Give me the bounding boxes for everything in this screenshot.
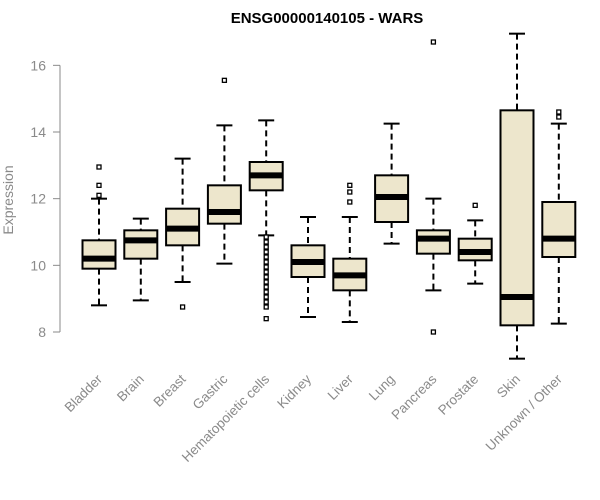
box-prostate [457, 202, 493, 285]
outlier-point [263, 264, 269, 270]
outlier-point [221, 77, 228, 83]
iqr-box [123, 229, 159, 260]
y-tick-label: 12 [30, 191, 46, 207]
outlier-point [556, 109, 562, 115]
outlier-point [263, 316, 269, 322]
outlier-point [556, 114, 562, 120]
x-tick-label: Lung [366, 372, 398, 404]
x-tick-label: Kidney [274, 371, 314, 411]
iqr-box [541, 201, 577, 258]
outlier-point [347, 182, 353, 188]
outlier-point [263, 239, 269, 245]
x-tick-label: Breast [151, 371, 189, 409]
x-tick-label: Pancreas [389, 371, 440, 422]
outlier-point [263, 274, 269, 280]
outlier-point [263, 299, 269, 305]
x-tick-label: Liver [325, 371, 357, 403]
box-gastric [206, 77, 242, 265]
box-brain [123, 217, 159, 302]
outlier-point [263, 304, 269, 310]
y-axis-label: Expression [0, 165, 16, 234]
outlier-point [96, 192, 102, 198]
y-axis: 8 10 12 14 16 [30, 57, 61, 340]
outlier-point [179, 304, 186, 310]
boxes-layer [81, 32, 577, 360]
y-tick-label: 10 [30, 257, 46, 273]
outlier-point [263, 244, 269, 250]
box-kidney [290, 216, 326, 318]
outlier-point [347, 189, 353, 195]
outlier-point [430, 329, 437, 335]
outlier-point [263, 259, 269, 265]
outlier-point [263, 284, 269, 290]
outlier-point [263, 234, 269, 240]
outlier-point [430, 39, 437, 45]
y-tick-label: 8 [38, 324, 46, 340]
box-skin [499, 32, 535, 360]
outlier-point [263, 249, 269, 255]
outlier-point [263, 279, 269, 285]
box-pancreas [415, 39, 451, 335]
x-tick-label: Unknown / Other [483, 371, 566, 454]
outlier-point [472, 202, 478, 208]
box-bladder [81, 164, 117, 307]
outlier-point [263, 254, 269, 260]
iqr-box [499, 109, 535, 327]
box-lung [374, 122, 410, 245]
box-breast [165, 157, 201, 310]
outlier-point [96, 182, 102, 188]
outlier-point [263, 294, 269, 300]
x-tick-label: Skin [494, 372, 523, 401]
box-hematopoietic-cells [248, 119, 284, 322]
iqr-box [81, 239, 117, 270]
y-tick-label: 16 [30, 57, 46, 73]
outlier-point [96, 164, 102, 170]
box-liver [332, 182, 368, 323]
box-unknown-other [541, 109, 577, 325]
outlier-point [347, 199, 353, 205]
iqr-box [206, 184, 242, 225]
x-tick-label: Prostate [435, 372, 481, 418]
x-tick-label: Brain [114, 372, 147, 405]
outlier-point [263, 289, 269, 295]
chart-title: ENSG00000140105 - WARS [231, 10, 424, 27]
x-tick-label: Gastric [190, 371, 231, 412]
x-tick-label: Bladder [62, 371, 106, 415]
iqr-box [415, 229, 451, 255]
outlier-point [263, 269, 269, 275]
y-tick-label: 14 [30, 124, 46, 140]
